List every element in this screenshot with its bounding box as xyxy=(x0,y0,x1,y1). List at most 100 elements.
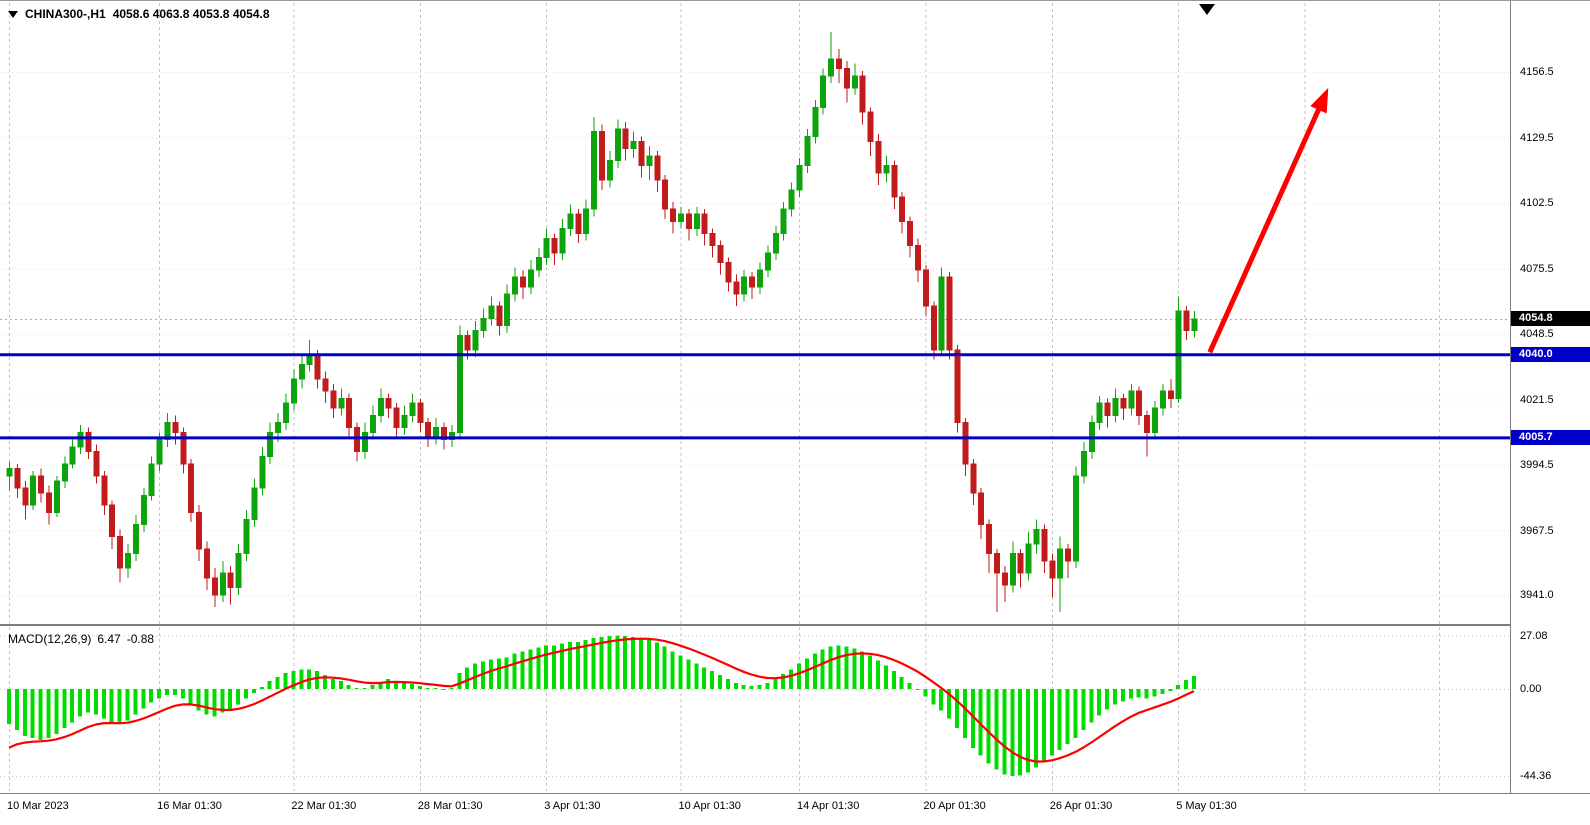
candle-body xyxy=(527,269,534,288)
candle-body xyxy=(788,189,795,210)
price-axis-label: 4102.5 xyxy=(1520,197,1554,210)
macd-bar xyxy=(299,669,304,689)
macd-bar xyxy=(670,651,675,689)
candle-body xyxy=(472,329,479,351)
time-axis-label: 20 Apr 01:30 xyxy=(923,800,986,812)
macd-bar xyxy=(346,684,351,689)
macd-bar xyxy=(844,646,849,689)
candle-body xyxy=(749,276,756,288)
macd-bar xyxy=(1057,688,1062,750)
candle-body xyxy=(38,475,45,494)
candle-body xyxy=(780,208,787,234)
macd-bar xyxy=(694,663,699,689)
candle-body xyxy=(1096,402,1103,424)
macd-axis-label: -44.36 xyxy=(1520,769,1552,782)
candle-body xyxy=(1049,560,1056,579)
candle-body xyxy=(14,468,21,489)
macd-bar xyxy=(552,645,557,689)
candle-body xyxy=(409,402,416,416)
price-axis-separator xyxy=(1510,1,1511,793)
candle-body xyxy=(504,293,511,327)
macd-bar xyxy=(1002,688,1007,775)
macd-bar xyxy=(172,688,177,695)
macd-bar xyxy=(1152,688,1157,697)
price-axis-label: 4048.5 xyxy=(1520,328,1554,341)
candle-body xyxy=(385,397,392,409)
candle-body xyxy=(867,111,874,142)
panel-separator[interactable] xyxy=(0,624,1590,626)
macd-bar xyxy=(362,687,367,689)
macd-signal-line xyxy=(8,637,1195,763)
candle-body xyxy=(820,75,827,108)
candle-body xyxy=(227,572,234,589)
macd-bar xyxy=(1144,688,1149,699)
candle-body xyxy=(646,155,653,167)
candle-body xyxy=(1183,310,1190,331)
symbol-dropdown-icon[interactable] xyxy=(8,10,18,18)
candle-body xyxy=(804,135,811,167)
candle-body xyxy=(30,475,37,506)
candle-body xyxy=(1017,553,1024,574)
macd-bar xyxy=(662,646,667,689)
candle-body xyxy=(1073,475,1079,562)
candlestick-series xyxy=(6,32,1198,612)
macd-bar xyxy=(623,635,628,689)
candle-body xyxy=(567,213,574,230)
candle-body xyxy=(1104,402,1111,416)
candle-body xyxy=(393,407,400,428)
macd-bar xyxy=(749,685,754,689)
macd-bar xyxy=(876,660,880,689)
macd-bar xyxy=(149,688,154,703)
candle-body xyxy=(606,160,613,181)
macd-bar xyxy=(646,639,651,689)
candle-body xyxy=(148,463,155,496)
candle-body xyxy=(685,213,692,230)
macd-bar xyxy=(939,688,944,711)
candle-body xyxy=(77,431,84,448)
candle-body xyxy=(93,451,100,477)
candle-body xyxy=(575,213,582,234)
ohlc-quote: 4058.6 4063.8 4053.8 4054.8 xyxy=(112,7,270,21)
macd-bar xyxy=(773,679,778,689)
candle-body xyxy=(53,480,60,513)
candle-body xyxy=(235,553,242,589)
candle-body xyxy=(125,553,131,569)
candle-body xyxy=(1120,397,1127,409)
macd-bar xyxy=(860,651,865,689)
candle-body xyxy=(1009,553,1016,586)
candle-body xyxy=(978,492,985,526)
candle-body xyxy=(180,431,187,465)
candle-body xyxy=(219,572,226,596)
candle-body xyxy=(314,354,321,380)
candle-body xyxy=(188,463,195,513)
macd-bar xyxy=(1160,688,1165,694)
candle-body xyxy=(551,237,558,254)
trend-arrow-head-icon[interactable] xyxy=(1310,87,1329,114)
macd-axis-label: 0.00 xyxy=(1520,682,1542,695)
candle-body xyxy=(725,262,732,283)
candle-body xyxy=(875,140,882,174)
macd-bar xyxy=(536,647,541,689)
candle-body xyxy=(764,252,771,271)
horizontal-gridlines xyxy=(0,72,1510,777)
chart-shift-marker-icon[interactable] xyxy=(1199,4,1215,15)
macd-bar xyxy=(22,688,27,737)
price-chart-canvas[interactable] xyxy=(0,1,1510,793)
candle-body xyxy=(1128,390,1135,409)
macd-bar xyxy=(923,688,928,697)
time-axis[interactable]: 10 Mar 2023 16 Mar 01:30 22 Mar 01:30 28 Ma… xyxy=(0,794,1510,825)
macd-bar xyxy=(631,636,636,689)
macd-bar xyxy=(1113,688,1117,705)
candle-body xyxy=(298,363,305,380)
price-axis[interactable]: 4156.5 4129.5 4102.5 4075.5 4048.5 4021.5 3994… xyxy=(1511,1,1590,793)
candle-body xyxy=(938,276,945,351)
candle-body xyxy=(922,269,929,307)
macd-bar xyxy=(583,639,588,689)
candle-body xyxy=(520,276,526,288)
candle-body xyxy=(1033,528,1040,545)
candle-body xyxy=(259,456,266,489)
trend-arrow-shaft[interactable] xyxy=(1207,103,1324,354)
macd-bar xyxy=(567,641,572,689)
candle-body xyxy=(401,414,408,428)
macd-bar xyxy=(78,688,83,717)
